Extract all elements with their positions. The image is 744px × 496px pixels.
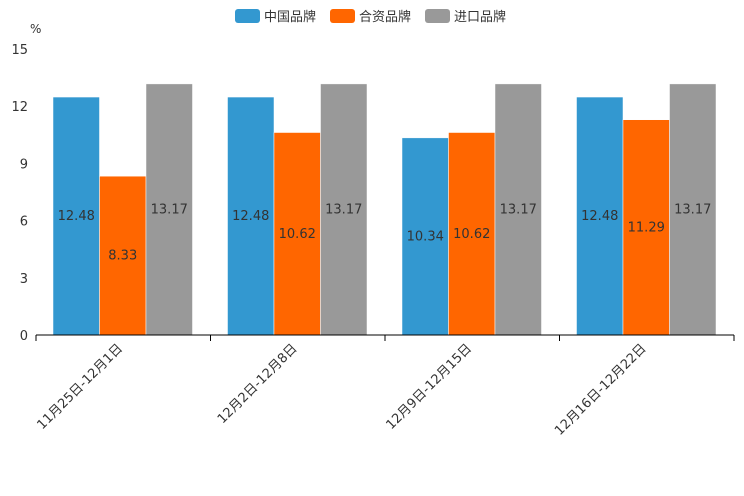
- bar[interactable]: [669, 83, 717, 336]
- y-tick-label: 3: [20, 272, 28, 287]
- y-tick-label: 15: [11, 43, 28, 58]
- legend-label-3[interactable]: 进口品牌: [454, 9, 506, 25]
- bar[interactable]: [227, 96, 275, 336]
- y-tick-label: 6: [20, 215, 28, 230]
- y-tick-label: 0: [20, 329, 28, 344]
- x-tick-label: 12月2日-12月8日: [215, 341, 301, 427]
- bar[interactable]: [448, 132, 496, 336]
- legend-swatch-3[interactable]: [425, 9, 450, 23]
- bars: 12.48 8.33 13.17 12.48 10.62 13.17 10.34 10.62 1…: [52, 83, 717, 336]
- y-axis-unit: %: [30, 22, 41, 36]
- x-axis: 11月25日-12月1日 12月2日-12月8日 12月9日-12月15日 12月16…: [34, 334, 735, 439]
- bar[interactable]: [145, 83, 193, 336]
- bar-value-label: 13.17: [674, 202, 711, 217]
- legend-swatch-1[interactable]: [235, 9, 260, 23]
- bar-value-label: 11.29: [628, 220, 665, 235]
- bar-value-label: 8.33: [108, 249, 137, 264]
- bar-value-label: 13.17: [500, 202, 537, 217]
- x-tick-label: 12月16日-12月22日: [552, 341, 649, 438]
- bar[interactable]: [52, 96, 100, 336]
- bar-value-label: 10.34: [407, 229, 444, 244]
- bar[interactable]: [320, 83, 368, 336]
- y-tick-label: 12: [11, 100, 28, 115]
- legend: 中国品牌 合资品牌 进口品牌: [235, 9, 506, 25]
- legend-label-2[interactable]: 合资品牌: [359, 9, 411, 25]
- bar-value-label: 13.17: [151, 202, 188, 217]
- x-tick-label: 11月25日-12月1日: [34, 341, 126, 433]
- bar-value-label: 13.17: [325, 202, 362, 217]
- bar[interactable]: [576, 96, 624, 336]
- legend-swatch-2[interactable]: [330, 9, 355, 23]
- y-axis: 0 3 6 9 12 15: [11, 43, 28, 344]
- y-tick-label: 9: [20, 157, 28, 172]
- bar-value-label: 10.62: [453, 227, 490, 242]
- bar[interactable]: [273, 132, 321, 336]
- bar-value-label: 12.48: [232, 209, 269, 224]
- bar-value-label: 10.62: [279, 227, 316, 242]
- bar[interactable]: [99, 175, 147, 336]
- x-tick-label: 12月9日-12月15日: [383, 341, 475, 433]
- bar[interactable]: [401, 137, 449, 336]
- legend-label-1[interactable]: 中国品牌: [264, 9, 316, 25]
- bar-value-label: 12.48: [581, 209, 618, 224]
- bar-value-label: 12.48: [58, 209, 95, 224]
